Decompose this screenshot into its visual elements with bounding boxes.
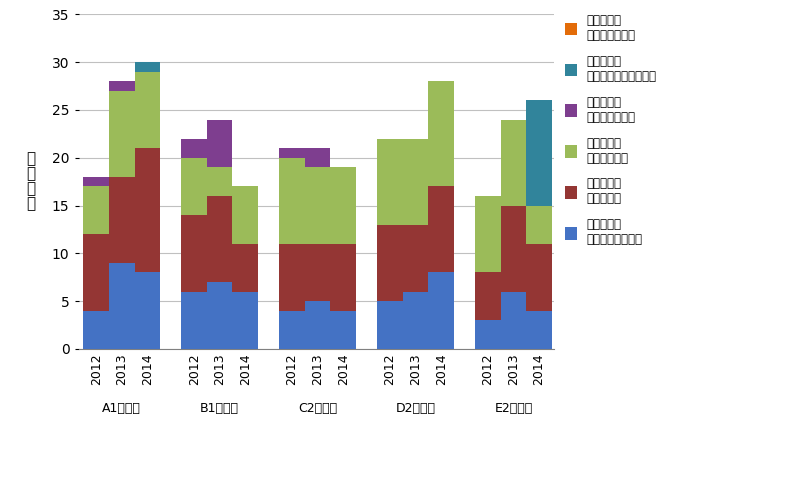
Bar [83,186,109,234]
Bar [135,272,160,349]
Bar [207,167,233,196]
Bar [475,196,501,272]
Bar [181,139,207,158]
Text: E2エリア: E2エリア [494,402,533,414]
Bar [135,148,160,272]
Bar [330,167,356,244]
Bar [305,148,330,167]
Bar [330,311,356,349]
Bar [280,244,305,311]
Bar [181,292,207,349]
Bar [83,311,109,349]
Bar [207,196,233,282]
Bar [428,272,454,349]
Y-axis label: 出
現
種
数: 出 現 種 数 [26,152,36,212]
Bar [207,120,233,167]
Bar [280,158,305,244]
Bar [109,177,135,263]
Legend: 扁形動物門
（ヒラムシ等）, 刺胞動物門
（イソギンチャク等）, 紐型動物門
（ヒモムシ等）, 環形動物門
（ゴカイ等）, 軟体動物門
（貝類等）, 節足動物門: 扁形動物門 （ヒラムシ等）, 刺胞動物門 （イソギンチャク等）, 紐型動物門 （… [565,13,657,247]
Bar [135,72,160,148]
Bar [181,215,207,292]
Bar [181,158,207,215]
Bar [501,206,527,292]
Bar [403,225,428,292]
Bar [109,81,135,91]
Bar [280,148,305,158]
Bar [527,244,552,311]
Text: A1エリア: A1エリア [102,402,141,414]
Bar [377,225,403,301]
Bar [305,167,330,244]
Bar [83,234,109,311]
Text: D2エリア: D2エリア [395,402,436,414]
Text: C2エリア: C2エリア [298,402,337,414]
Bar [403,139,428,225]
Bar [428,81,454,186]
Bar [527,311,552,349]
Bar [527,206,552,244]
Bar [501,292,527,349]
Bar [305,301,330,349]
Bar [233,292,258,349]
Bar [501,120,527,206]
Bar [109,263,135,349]
Bar [330,244,356,311]
Bar [280,311,305,349]
Bar [305,244,330,301]
Bar [377,139,403,225]
Bar [233,244,258,292]
Bar [527,100,552,206]
Bar [475,272,501,320]
Bar [83,177,109,186]
Bar [475,320,501,349]
Bar [233,186,258,244]
Bar [428,186,454,272]
Bar [207,282,233,349]
Text: B1エリア: B1エリア [200,402,239,414]
Bar [109,91,135,177]
Bar [135,62,160,72]
Bar [403,292,428,349]
Bar [377,301,403,349]
